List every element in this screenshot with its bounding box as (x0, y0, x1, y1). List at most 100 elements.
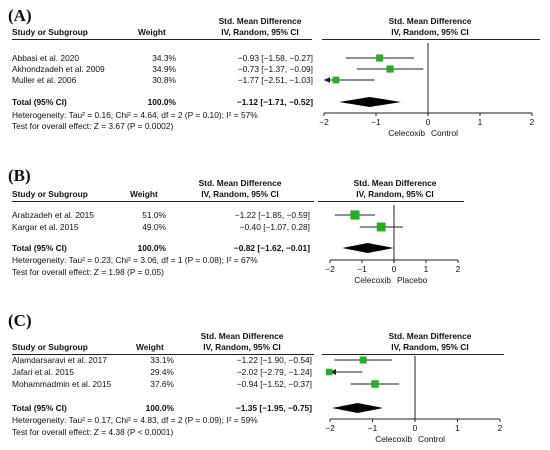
study-marker (371, 380, 379, 388)
heterogeneity-text: Heterogeneity: Tau² = 0.23; Chi² = 3.06,… (12, 255, 258, 265)
forest-plot: −2 −1 0 1 2 Celecoxib Placebo (325, 205, 461, 285)
study-name: Abbasi et al. 2020 (12, 53, 80, 63)
x-tick-label: −1 (357, 264, 367, 274)
study-marker (376, 54, 384, 62)
overall-effect-text: Test for overall effect: Z = 3.67 (P = 0… (12, 121, 174, 131)
header-rule (322, 354, 504, 355)
forest-panel-a: (A) Std. Mean Difference Std. Mean Diffe… (0, 0, 550, 150)
panel-label: (B) (8, 166, 31, 185)
study-name: Alamdarsaravi et al. 2017 (12, 355, 107, 365)
x-tick-label: 2 (530, 117, 535, 127)
study-smd-ci: −0.93 [−1.58, −0.27] (237, 53, 313, 63)
study-smd-ci: −2.02 [−2.79, −1.24] (236, 367, 312, 377)
truncation-arrow (324, 77, 330, 83)
x-tick-label: 0 (392, 264, 397, 274)
study-weight: 51.0% (142, 210, 166, 220)
x-tick-label: −1 (371, 117, 381, 127)
x-tick-label: 2 (456, 264, 461, 274)
forest-panel-c: (C) Std. Mean Difference Std. Mean Diffe… (0, 305, 550, 450)
study-weight: 49.0% (142, 222, 166, 232)
study-marker (386, 65, 394, 73)
forest-panel-b: (B) Std. Mean Difference Std. Mean Diffe… (0, 160, 550, 300)
plot-column-title: Std. Mean Difference (353, 178, 437, 188)
study-smd-ci: −0.73 [−1.37, −0.09] (237, 64, 313, 74)
total-label: Total (95% CI) (12, 403, 67, 413)
study-smd-ci: −1.77 [−2.51, −1.03] (237, 75, 313, 85)
total-weight: 100.0% (147, 97, 176, 107)
smd-column-title: Std. Mean Difference (200, 331, 284, 341)
plot-column-subtitle: IV, Random, 95% CI (391, 27, 469, 37)
plot-column-subtitle: IV, Random, 95% CI (356, 189, 434, 199)
total-smd-ci: −1.35 [−1.95, −0.75] (235, 403, 312, 413)
x-tick-label: −2 (325, 423, 335, 433)
study-smd-ci: −0.40 [−1.07, 0.28] (239, 222, 310, 232)
study-name: Akhondzadeh et al. 2009 (12, 64, 105, 74)
total-label: Total (95% CI) (12, 97, 67, 107)
favours-left-label: Celecoxib (354, 275, 391, 285)
study-marker (359, 356, 367, 364)
study-column-header: Study or Subgroup (12, 27, 88, 37)
total-weight: 100.0% (145, 403, 174, 413)
study-column-header: Study or Subgroup (12, 189, 88, 199)
header-rule (12, 201, 314, 202)
study-marker (376, 222, 386, 232)
header-rule (12, 39, 312, 40)
favours-right-label: Control (431, 128, 458, 138)
total-smd-ci: −1.12 [−1.71, −0.52] (236, 97, 313, 107)
header-rule (322, 39, 540, 40)
plot-column-title: Std. Mean Difference (388, 331, 472, 341)
study-name: Muller et al. 2006 (12, 75, 77, 85)
favours-left-label: Celecoxib (388, 128, 425, 138)
study-marker (332, 76, 340, 84)
smd-column-subtitle: IV, Random, 95% CI (203, 342, 281, 352)
study-column-header: Study or Subgroup (12, 342, 88, 352)
header-rule (12, 354, 314, 355)
x-tick-label: 1 (455, 423, 460, 433)
heterogeneity-text: Heterogeneity: Tau² = 0.17; Chi² = 4.83,… (12, 415, 258, 425)
study-smd-ci: −1.22 [−1.85, −0.59] (234, 210, 310, 220)
study-weight: 29.4% (150, 367, 174, 377)
study-smd-ci: −0.94 [−1.52, −0.37] (236, 379, 312, 389)
x-tick-label: 2 (498, 423, 503, 433)
study-marker (350, 210, 360, 220)
x-tick-label: 1 (424, 264, 429, 274)
x-tick-label: −2 (325, 264, 335, 274)
plot-column-title: Std. Mean Difference (388, 16, 472, 26)
x-tick-label: 0 (413, 423, 418, 433)
weight-column-header: Weight (138, 27, 166, 37)
smd-column-title: Std. Mean Difference (218, 16, 302, 26)
study-weight: 34.9% (152, 64, 176, 74)
study-name: Mohammadmin et al. 2015 (12, 379, 112, 389)
favours-right-label: Control (418, 434, 445, 444)
study-weight: 37.6% (150, 379, 174, 389)
panel-label: (A) (8, 6, 32, 25)
study-marker (325, 368, 333, 376)
study-weight: 33.1% (150, 355, 174, 365)
total-smd-ci: −0.82 [−1.62, −0.01] (233, 243, 310, 253)
total-label: Total (95% CI) (12, 243, 67, 253)
overall-effect-text: Test for overall effect: Z = 4.38 (P < 0… (12, 427, 174, 437)
study-name: Jafari et al. 2015 (12, 367, 74, 377)
study-name: Kargar et al. 2015 (12, 222, 79, 232)
weight-column-header: Weight (136, 342, 164, 352)
smd-column-subtitle: IV, Random, 95% CI (221, 27, 299, 37)
header-rule (318, 201, 464, 202)
total-weight: 100.0% (137, 243, 166, 253)
forest-plot: −2 −1 0 1 2 Celecoxib Control (319, 43, 535, 138)
x-tick-label: 0 (426, 117, 431, 127)
smd-column-title: Std. Mean Difference (198, 178, 282, 188)
overall-effect-text: Test for overall effect: Z = 1.98 (P = 0… (12, 267, 164, 277)
x-tick-label: −2 (319, 117, 329, 127)
favours-right-label: Placebo (397, 275, 428, 285)
truncation-arrow (330, 369, 336, 375)
pooled-diamond (339, 97, 401, 107)
favours-left-label: Celecoxib (375, 434, 412, 444)
study-weight: 30.8% (152, 75, 176, 85)
x-tick-label: −1 (368, 423, 378, 433)
study-name: Arabzadeh et al. 2015 (12, 210, 94, 220)
study-smd-ci: −1.22 [−1.90, −0.54] (236, 355, 312, 365)
pooled-diamond (332, 403, 384, 413)
weight-column-header: Weight (130, 189, 158, 199)
pooled-diamond (342, 243, 394, 253)
panel-label: (C) (8, 311, 32, 330)
